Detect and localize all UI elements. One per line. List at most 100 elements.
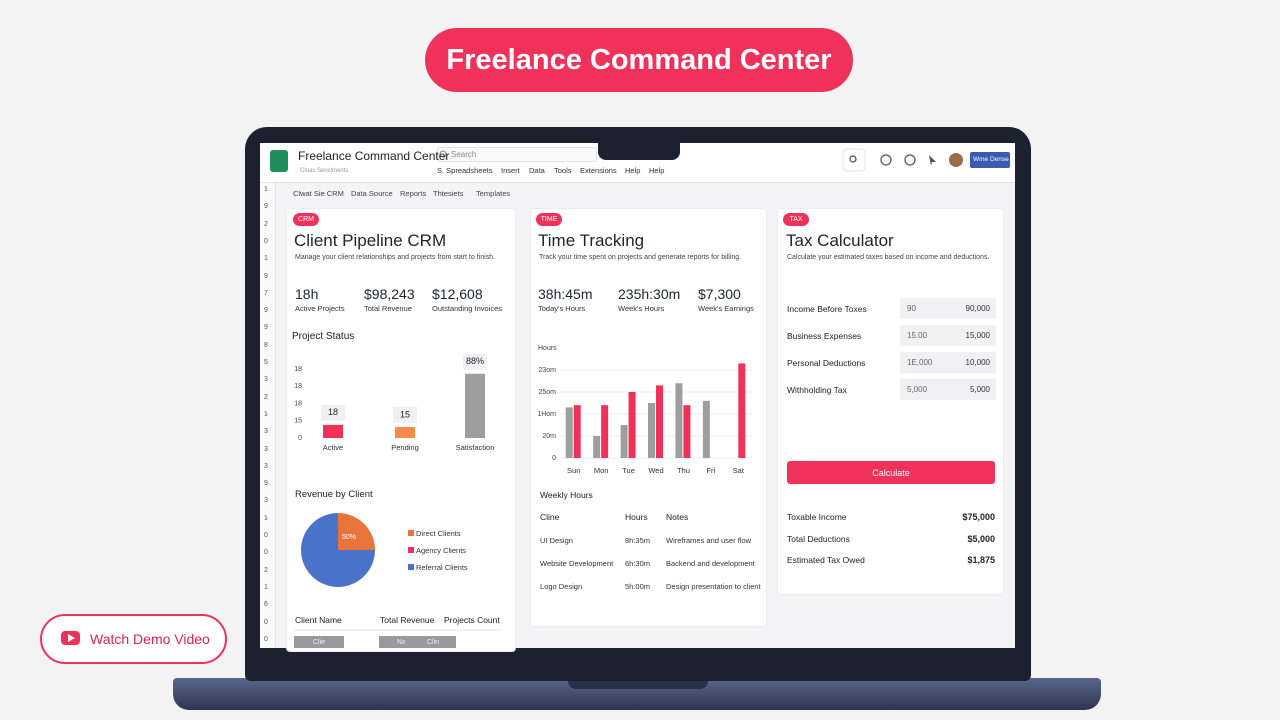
input-hint[interactable]: 90 (907, 304, 916, 313)
input-label: Personal Deductions (787, 358, 866, 368)
row-number: 9 (264, 480, 268, 488)
table-header: Cline (540, 512, 560, 522)
row-number: 1 (264, 583, 268, 591)
row-number: 2 (264, 566, 268, 574)
tax-title: Tax Calculator (786, 231, 894, 250)
row-number: 0 (264, 532, 268, 539)
tax-badge: TAX (789, 216, 803, 223)
result-value: $5,000 (967, 533, 995, 544)
time-stat-value: 38h:45m (538, 286, 593, 302)
menu-item[interactable]: Help (625, 166, 641, 175)
menu-item[interactable]: Data (529, 166, 545, 175)
menu-item[interactable]: Tools (554, 166, 572, 175)
crm-stat-label: Active Projects (295, 304, 345, 313)
input-label: Business Expenses (787, 331, 862, 341)
share-button[interactable] (970, 152, 1010, 168)
video-icon (61, 631, 80, 645)
input-value[interactable]: 90,000 (965, 304, 990, 313)
row-number: 0 (264, 237, 268, 245)
table-cell: Wireframes and user flow (666, 536, 752, 545)
time-stat-label: Today's Hours (538, 304, 586, 313)
row-number: 7 (264, 289, 268, 297)
menu-item[interactable]: Help (649, 166, 665, 175)
row-number: 2 (264, 220, 268, 228)
laptop-groove (568, 678, 708, 689)
input-hint[interactable]: 5,000 (907, 385, 928, 394)
table-cell: Website Development (540, 559, 614, 568)
row-number: 5 (264, 359, 268, 366)
time-badge: TIME (540, 216, 558, 223)
time-stat-label: Week's Hours (618, 304, 665, 313)
crm-stat-label: Outstanding Invoices (432, 304, 503, 313)
row-number: 8 (264, 341, 268, 349)
result-label: Estimated Tax Owed (787, 555, 865, 565)
crm-subtitle: Manage your client relationships and pro… (295, 254, 495, 261)
result-value: $75,000 (962, 512, 995, 522)
sheet-tab[interactable]: Reports (400, 189, 427, 198)
calculate-label[interactable]: Calculate (872, 468, 910, 478)
table-cell: Clin (427, 639, 440, 646)
input-value[interactable]: 15,000 (965, 331, 990, 340)
row-number: 1 (264, 255, 268, 263)
tax-panel (777, 208, 1004, 595)
table-cell: Logo Design (540, 582, 583, 591)
time-stat-value: 235h:30m (618, 286, 681, 302)
crm-stat-value: $12,608 (432, 286, 483, 302)
time-stat-value: $7,300 (698, 286, 741, 302)
revenue-title: Revenue by Client (295, 489, 373, 500)
row-number: 3 (264, 497, 268, 505)
result-value: $1,875 (967, 555, 995, 565)
row-number: 9 (264, 324, 268, 332)
crm-panel (286, 208, 516, 652)
time-subtitle: Track your time spent on projects and ge… (539, 254, 742, 261)
sheet-tab[interactable]: Thtesiets (433, 189, 464, 198)
menu-item[interactable]: Insert (501, 166, 520, 175)
table-cell: 5h:00m (625, 582, 651, 591)
row-number: 9 (264, 307, 268, 315)
input-value[interactable]: 5,000 (969, 385, 990, 394)
table-header: Notes (666, 512, 689, 522)
row-number: 1 (264, 514, 268, 522)
row-number: 0 (264, 635, 268, 643)
share-label[interactable]: Wme Dense (973, 156, 1009, 163)
tax-subtitle: Calculate your estimated taxes based on … (787, 254, 990, 261)
table-cell: 8h:35m (625, 536, 651, 545)
row-number: 3 (264, 445, 268, 453)
crm-stat-label: Total Revenue (364, 304, 412, 313)
result-label: Total Deductions (787, 533, 850, 544)
input-hint[interactable]: 1E,000 (907, 358, 933, 367)
sheet-tab[interactable]: Data Source (351, 189, 393, 198)
row-gutter (260, 183, 276, 648)
notch (598, 143, 680, 160)
table-header: Total Revenue (380, 615, 435, 625)
row-number: 1 (264, 186, 268, 193)
row-number: 9 (264, 203, 268, 211)
table-cell: Design presentation to client (666, 582, 761, 591)
crm-title: Client Pipeline CRM (294, 231, 447, 250)
row-number: 2 (264, 393, 268, 401)
input-value[interactable]: 10,000 (965, 358, 990, 367)
menu-item[interactable]: S. Spreadsheets (437, 166, 493, 175)
sheet-tab[interactable]: Templates (476, 189, 511, 198)
input-label: Income Before Toxes (787, 304, 867, 314)
search-box[interactable] (437, 147, 597, 162)
table-header: Client Name (295, 615, 342, 625)
menu-item[interactable]: Extensions (580, 166, 617, 175)
row-number: 1 (264, 410, 268, 418)
title-pill (425, 28, 853, 92)
search-placeholder[interactable]: Search (451, 150, 477, 159)
input-hint[interactable]: 15.00 (907, 331, 928, 340)
watch-demo-label[interactable]: Watch Demo Video (90, 631, 210, 647)
time-stat-label: Week's Earnings (698, 304, 754, 313)
status-title: Project Status (292, 331, 355, 342)
result-label: Toxable Income (787, 512, 847, 522)
table-cell: Backend and development (666, 559, 755, 568)
time-title: Time Tracking (538, 231, 645, 250)
sheet-tab[interactable]: Clwat Sie CRM (293, 189, 344, 198)
calculate-button[interactable] (787, 461, 995, 484)
hero-title: Freelance Command Center (446, 44, 832, 76)
table-cell: Clie (313, 639, 326, 646)
weekly-title: Weekly Hours (540, 490, 593, 500)
row-number: 3 (264, 376, 268, 384)
